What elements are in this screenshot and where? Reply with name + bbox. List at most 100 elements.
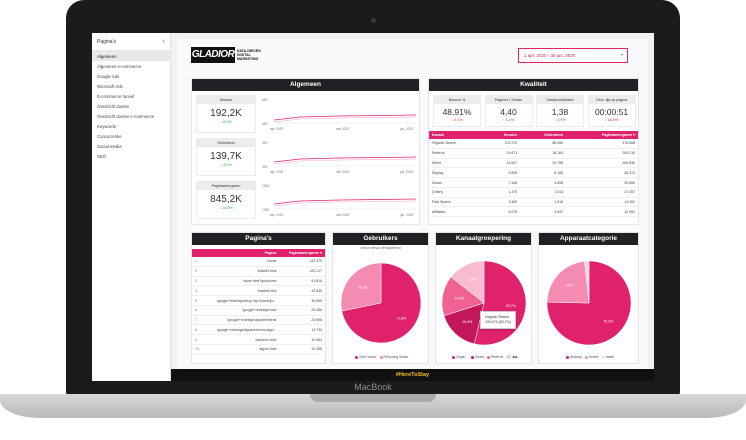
kpi-card: Bounce % 48,91% ↓ 0,1% <box>433 95 481 127</box>
table-row: 2./basket.html 120.217 <box>192 266 325 277</box>
sidebar-item[interactable]: Algemeen e-commerce <box>97 63 142 69</box>
chevron-left-icon[interactable]: ‹ <box>162 38 165 45</box>
pie-slice[interactable] <box>584 260 590 304</box>
sidebar-item[interactable]: Keywords <box>97 123 116 129</box>
chevron-down-icon: ▾ <box>620 52 623 57</box>
legend-swatch <box>584 355 588 359</box>
pie-slice[interactable] <box>450 260 485 304</box>
sidebar-item[interactable]: SEO <box>97 153 107 159</box>
column-header[interactable]: Gebruikers <box>520 131 567 139</box>
y-tick-label: 200K <box>262 184 270 188</box>
comparison-line <box>273 116 417 123</box>
kpi-delta: ↑ 4,9% <box>554 118 566 122</box>
table-cell: 31.607 <box>484 158 521 169</box>
slice-label: 23% <box>566 283 573 287</box>
table-cell: 169.836 <box>566 158 638 169</box>
legend-pager[interactable]: 1/2 ◀ ▶ <box>506 355 518 359</box>
pie-slice[interactable] <box>546 260 632 346</box>
x-tick-label: mei 2020 <box>336 127 349 131</box>
kpi-label: Pagina's / Sessie <box>485 96 532 104</box>
legend-swatch <box>565 355 569 359</box>
table-row: Social 7.346 4.898 20.855 <box>429 177 638 188</box>
table-row: 8./google+redesign/apparel/mens/appl... 1… <box>192 324 325 336</box>
apparaat-panel: Apparaatcategorie 75,3% 23% desktop mobile… <box>538 232 639 364</box>
date-range-value: 1 apr. 2020 - 30 jun. 2020 <box>524 53 576 58</box>
sidebar-item[interactable]: Algemeen <box>92 51 170 61</box>
sidebar-item[interactable]: Overzicht doelen <box>97 103 130 109</box>
kpi-card: Pagina's / Sessie 4,40 ↑ 5,4% <box>484 95 533 127</box>
table-cell: 20.855 <box>566 177 638 188</box>
legend-label: Referral <box>491 355 504 359</box>
table-cell: /google+redesign/apparel/mens/appl... <box>202 324 280 336</box>
table-row: Organic Search 101.970 88.496 376.668 <box>429 139 638 149</box>
legend-swatch <box>355 355 359 359</box>
table-row: 4./basket.html 42.645 <box>192 285 325 297</box>
y-tick-label: 40K <box>262 122 269 126</box>
table-row: 6./google+redesign/new 29.486 <box>192 305 325 316</box>
sidebar-item[interactable]: Concurrentie <box>97 133 122 139</box>
gebruikers-title: Gebruikers <box>333 233 428 245</box>
pie-slice[interactable] <box>546 260 590 304</box>
table-cell: 7.346 <box>484 177 521 188</box>
legend-label: Returning Visitor <box>383 355 409 359</box>
table-cell: Organic Search <box>429 139 485 149</box>
column-header[interactable]: Paginaweergaven ▾ <box>566 131 638 139</box>
camera-icon <box>371 18 376 23</box>
kpi-value: 00:00:51 <box>594 107 629 117</box>
sidebar-item[interactable]: E-commerce funnel <box>97 93 135 99</box>
slice-label: 8,1% <box>469 278 477 282</box>
kanaal-panel: Kanaalgroepering 53,7% 16,4% 15,5% 8,1% Org… <box>435 232 532 364</box>
pie-slice[interactable] <box>341 262 422 344</box>
slice-label: 16,4% <box>462 320 472 324</box>
column-header[interactable]: Paginaweergaven ▾ <box>279 249 325 257</box>
sidebar-item[interactable]: Microsoft Ads <box>97 83 123 89</box>
column-header[interactable]: Pagina <box>202 249 280 257</box>
kpi-value: 4,40 <box>500 107 517 117</box>
slice-label: 28,2% <box>358 285 368 289</box>
table-cell: 10.964 <box>279 334 325 346</box>
sidebar-item[interactable]: Social media <box>97 143 122 149</box>
table-row: (Other) 1.479 1.513 17.357 <box>429 187 638 198</box>
here-to-stay-banner: #HereToStay <box>171 369 654 381</box>
x-tick-label: jun. 2020 <box>399 127 413 131</box>
y-tick-label: 60K <box>262 98 269 102</box>
table-cell: 4. <box>192 285 203 297</box>
date-range-picker[interactable]: 1 apr. 2020 - 30 jun. 2020 ▾ <box>518 48 628 63</box>
table-cell: /asearch.html <box>202 334 280 346</box>
table-cell: 2. <box>192 266 203 277</box>
table-cell: 8. <box>192 324 203 336</box>
table-cell: /home <box>202 257 280 267</box>
sidebar-header: Pagina's ‹ <box>92 33 170 51</box>
table-cell: Display <box>429 167 485 179</box>
series-line <box>273 156 417 163</box>
pie-slice[interactable] <box>443 302 485 345</box>
table-cell: Direct <box>429 158 485 169</box>
gebruikers-panel: Gebruikers nieuw versus terugkerend 71,8… <box>332 232 429 364</box>
kpi-label: Sessieconpletion <box>537 96 583 104</box>
table-cell: (Other) <box>429 187 485 198</box>
table-cell: Paid Search <box>429 197 485 208</box>
kpi-delta: ↓ 18,6% <box>604 118 619 122</box>
table-cell: 10.458 <box>279 344 325 355</box>
report-page: GLADIOR DATA-DRIVEN DIGITAL MARKETING 1 … <box>177 39 648 369</box>
pie-slice[interactable] <box>340 262 382 312</box>
column-header[interactable]: Kanaal <box>429 131 485 139</box>
table-row: 5./google+redesign/shop+by+brand/yo... 35… <box>192 295 325 306</box>
legend-label: Direct <box>475 355 485 359</box>
laptop-frame: Pagina's ‹ Algemeen Algemeen e-commerce Go… <box>66 0 680 396</box>
kpi-label: Gebruikers <box>197 139 255 147</box>
x-tick-label: jun. 2020 <box>399 213 413 217</box>
table-row: 10./signin.html 10.458 <box>192 344 325 355</box>
table-cell: 7. <box>192 315 203 326</box>
column-header[interactable]: Sessies <box>484 131 521 139</box>
table-row: 7./google+redesign/apparel/mens 23.966 <box>192 315 325 326</box>
table-cell: Referral <box>429 148 485 159</box>
algemeen-title: Algemeen <box>192 79 419 91</box>
x-tick-label: apr. 2020 <box>270 213 284 217</box>
table-row: 3./store.html?quickview 91.816 <box>192 276 325 287</box>
legend-label: tablet <box>605 355 615 359</box>
sidebar-item[interactable]: Google Ads <box>97 73 120 79</box>
sidebar-item[interactable]: Overzicht doelen e-commerce <box>97 113 155 119</box>
table-cell: 1.915 <box>520 197 567 208</box>
